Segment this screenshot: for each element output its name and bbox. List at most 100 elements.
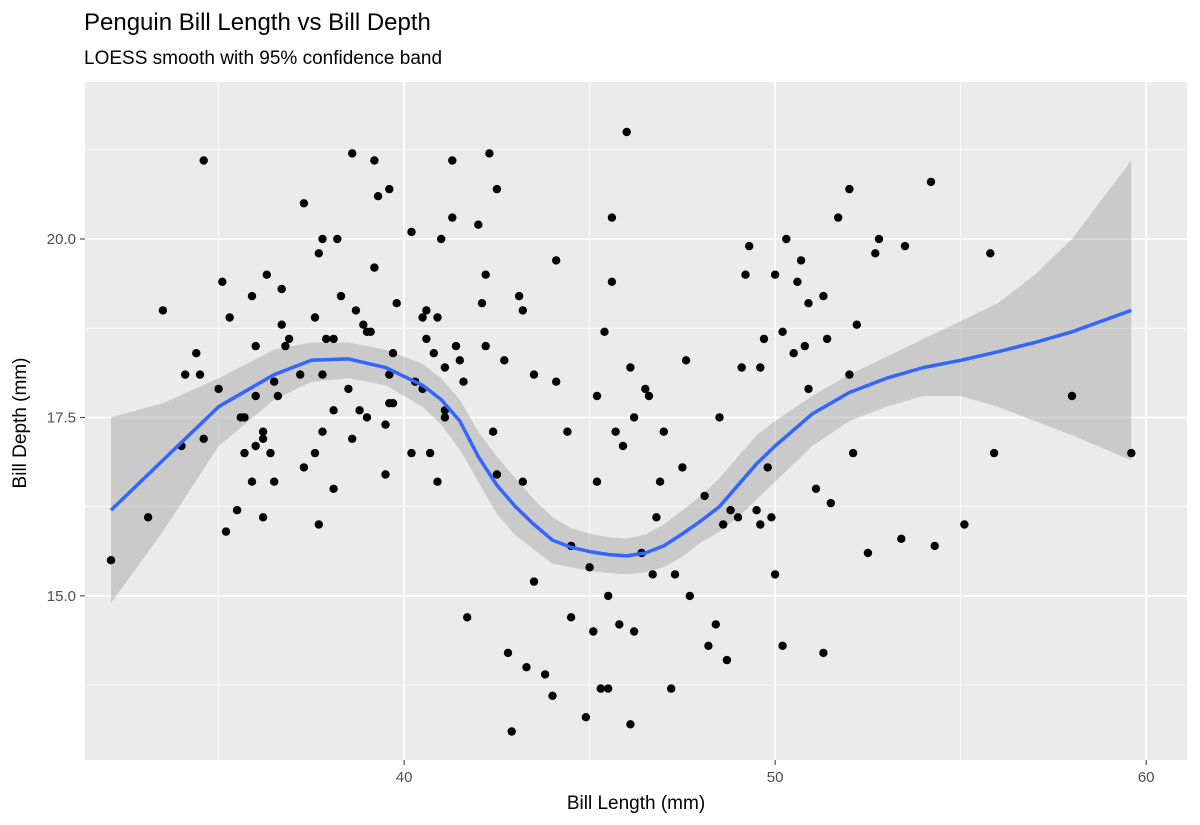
data-point [388, 399, 398, 408]
data-point [719, 520, 728, 529]
data-point [299, 199, 309, 208]
data-point [871, 249, 880, 258]
data-point [481, 270, 490, 279]
data-point [592, 477, 602, 486]
data-point [429, 349, 438, 358]
data-point [348, 149, 357, 158]
data-point [455, 356, 464, 365]
data-point [770, 270, 780, 279]
y-axis-title: Bill Depth (mm) [10, 358, 31, 489]
data-point [355, 406, 364, 415]
data-point [900, 241, 910, 251]
data-point [158, 306, 168, 315]
data-point [322, 334, 331, 344]
data-point [604, 684, 613, 693]
data-point [618, 441, 628, 451]
data-point [726, 506, 735, 515]
data-point [678, 463, 687, 472]
y-tick-label: 20.0 [47, 231, 76, 248]
data-point [381, 420, 390, 429]
data-point [589, 627, 598, 636]
data-point [199, 434, 208, 443]
data-point [611, 427, 620, 436]
data-point [778, 327, 787, 336]
data-point [225, 313, 234, 322]
data-point [641, 384, 650, 394]
data-point [385, 184, 394, 194]
data-point [745, 241, 754, 251]
data-point [704, 641, 713, 650]
x-tick-label: 40 [396, 769, 413, 786]
data-point [563, 427, 572, 436]
data-point [926, 177, 936, 187]
data-point [548, 691, 557, 700]
data-point [310, 313, 320, 322]
data-point [759, 334, 769, 344]
data-point [522, 663, 531, 672]
data-point [281, 341, 290, 351]
data-point [767, 513, 776, 522]
data-point [463, 613, 472, 622]
data-point [351, 306, 361, 315]
data-point [195, 370, 205, 379]
data-point [492, 470, 502, 479]
data-point [388, 349, 398, 358]
data-point [741, 270, 750, 279]
data-point [845, 370, 854, 379]
data-point [607, 277, 617, 286]
data-point [299, 463, 309, 472]
data-point [270, 377, 279, 386]
data-point [763, 463, 772, 472]
data-point [314, 249, 323, 258]
data-point [566, 613, 576, 622]
data-point [296, 370, 305, 379]
data-point [329, 334, 338, 344]
data-point [722, 655, 732, 665]
data-point [648, 570, 657, 579]
data-point [500, 356, 509, 365]
data-point [247, 477, 257, 486]
data-point [930, 541, 939, 551]
data-point [540, 670, 550, 679]
data-point [370, 156, 379, 165]
data-point [607, 213, 617, 222]
data-point [711, 620, 720, 629]
data-point [258, 513, 268, 522]
data-point [715, 413, 724, 422]
data-point [492, 184, 502, 194]
data-point [314, 520, 323, 529]
data-point [258, 434, 268, 443]
data-point [251, 441, 260, 451]
data-point [796, 256, 806, 265]
data-point [485, 149, 494, 158]
data-point [359, 320, 368, 329]
data-point [143, 513, 153, 522]
data-point [848, 448, 858, 458]
data-point [681, 356, 691, 365]
data-point [822, 334, 832, 344]
data-point [251, 341, 260, 351]
data-point [392, 299, 401, 308]
data-point [622, 127, 631, 137]
data-point [310, 448, 320, 458]
x-tick-label: 60 [1138, 769, 1155, 786]
data-point [897, 534, 906, 543]
data-point [488, 427, 498, 436]
y-axis-ticks: 15.0 17.5 20.0 [47, 231, 85, 605]
data-point [670, 570, 680, 579]
data-point [477, 299, 487, 308]
data-point [514, 291, 524, 301]
data-point [370, 263, 379, 272]
data-point [451, 341, 461, 351]
data-point [348, 434, 357, 443]
data-point [448, 156, 457, 165]
data-point [336, 291, 346, 301]
data-point [644, 391, 654, 401]
data-point [433, 313, 442, 322]
data-point [596, 684, 605, 693]
data-point [629, 627, 639, 636]
data-point [277, 284, 286, 294]
data-point [778, 641, 787, 650]
data-point [258, 427, 268, 436]
